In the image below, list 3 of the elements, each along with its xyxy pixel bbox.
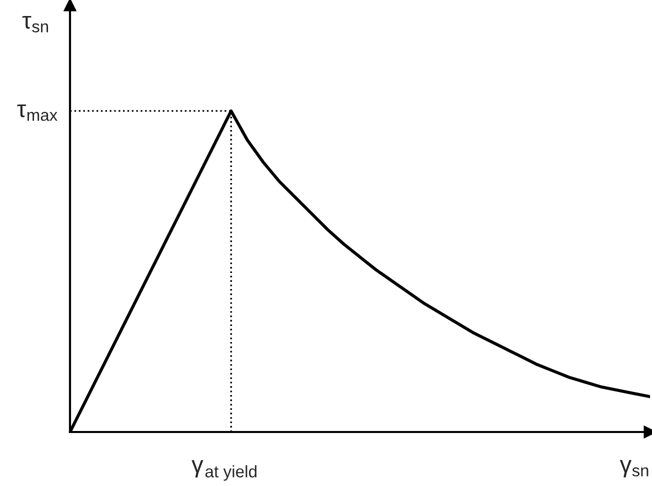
y-axis-title: τ$_{sn}$ — [22, 16, 48, 32]
ref-line-label: τ$_{max}$ — [17, 104, 58, 121]
x-axis-title: γ$_{sn}$ — [620, 460, 648, 478]
